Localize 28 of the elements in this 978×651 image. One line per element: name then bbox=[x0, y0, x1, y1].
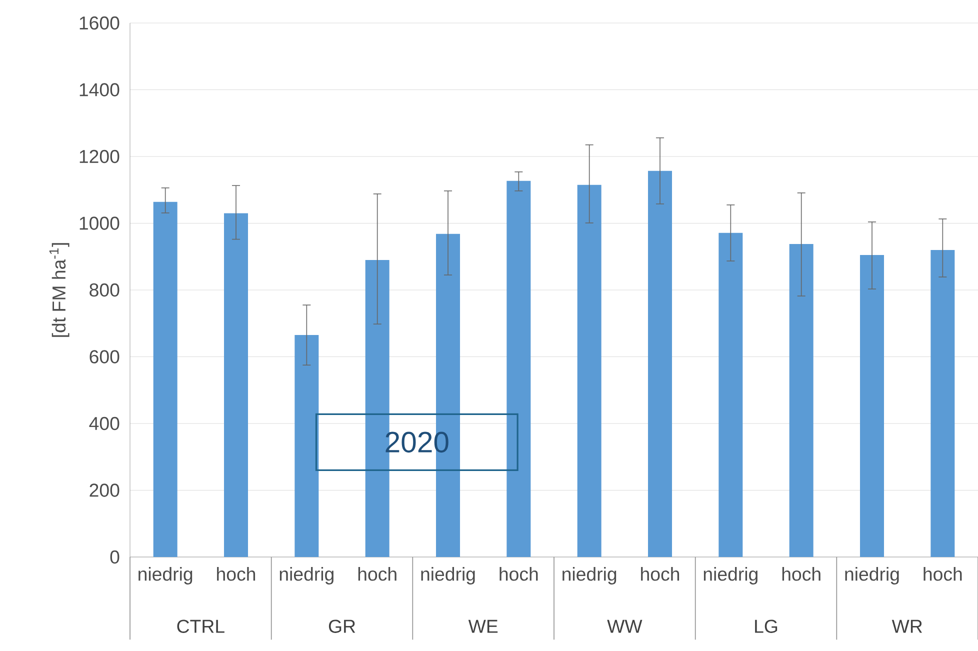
x-tick-label: niedrig bbox=[562, 567, 616, 584]
x-tick-label: niedrig bbox=[845, 567, 899, 584]
text: CTRL bbox=[177, 620, 224, 633]
y-tick-label: 600 bbox=[90, 350, 120, 364]
y-tick-label: 400 bbox=[89, 416, 120, 430]
x-tick-label: hoch bbox=[217, 567, 256, 581]
y-tick-label: 200 bbox=[90, 484, 120, 497]
y-tick-label: 1200 bbox=[80, 150, 120, 164]
x-tick-label: niedrig bbox=[421, 567, 475, 584]
y-tick-label: 0 bbox=[110, 550, 120, 564]
x-tick-label: hoch bbox=[924, 567, 962, 581]
x-tick-label: hoch bbox=[782, 567, 820, 581]
y-tick-label: 1000 bbox=[80, 216, 120, 230]
x-tick-label: hoch bbox=[358, 567, 396, 581]
text: WW bbox=[607, 620, 642, 633]
y-tick-label: 1400 bbox=[80, 83, 120, 96]
x-tick-label: hoch bbox=[641, 567, 680, 581]
text: WR bbox=[892, 620, 922, 633]
y-tick-label: 800 bbox=[90, 283, 120, 297]
x-tick-label: hoch bbox=[500, 567, 538, 581]
text: WE bbox=[468, 620, 498, 633]
text: GR bbox=[328, 620, 356, 633]
x-tick-label: niedrig bbox=[138, 567, 192, 584]
text: LG bbox=[755, 620, 778, 633]
x-tick-label: niedrig bbox=[280, 567, 334, 584]
x-tick-label: niedrig bbox=[704, 567, 758, 584]
y-axis-title: [dt FM ha$^{-1}$] bbox=[49, 243, 70, 337]
y-tick-label: 1600 bbox=[80, 16, 120, 30]
